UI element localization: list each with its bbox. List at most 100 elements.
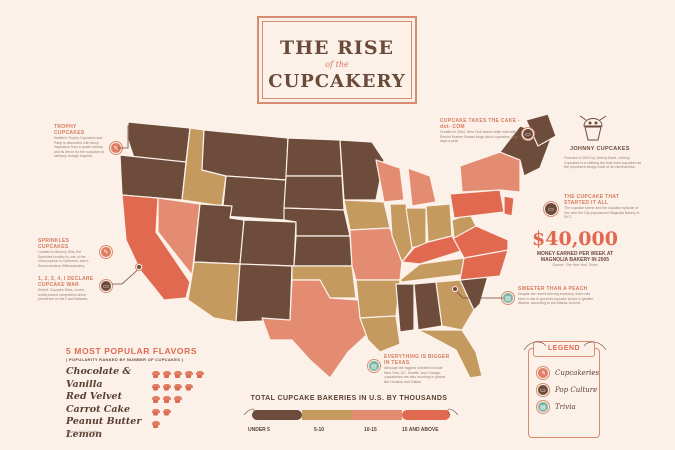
state-florida <box>417 329 483 379</box>
cupcake-icon <box>195 371 204 378</box>
cupcake-icon <box>151 383 160 391</box>
flavor-item: Red Velvet <box>66 391 122 402</box>
leader-line <box>455 289 503 299</box>
flavor-cupcake-row <box>150 379 220 392</box>
legend-item-cupcakeries: ✎ Cupcakeries <box>537 367 599 379</box>
title-box: THE RISE of the CUPCAKERY <box>257 16 417 104</box>
tv-icon[interactable]: ▭ <box>544 202 558 216</box>
leader-line <box>118 125 138 149</box>
cupcake-icon <box>173 383 182 391</box>
state-montana <box>201 129 289 181</box>
legend-items: ✎ Cupcakeries ▭ Pop Culture ▤ Trivia <box>537 367 599 418</box>
tv-icon[interactable]: ▭ <box>100 280 112 292</box>
state-michigan <box>407 167 437 207</box>
map-pin[interactable] <box>452 286 458 292</box>
legend-label: Pop Culture <box>555 386 598 394</box>
state-mississippi <box>395 283 415 333</box>
flavor-cupcake-rows <box>150 366 220 429</box>
flavor-item: Chocolate & Vanilla <box>66 366 132 390</box>
title-line2: of the <box>325 60 349 69</box>
cupcake-icon: ✎ <box>537 367 549 379</box>
state-south-dakota <box>283 175 345 211</box>
annotation-cake-com: CUPCAKE TAKES THE CAKE -dot- COM Created… <box>440 118 524 144</box>
annotation-trophy-text: Seattle's Trophy Cupcakes and Party is d… <box>54 136 105 158</box>
cupcake-icon <box>173 371 182 378</box>
annotation-sprinkles: SPRINKLES CUPCAKES Located in Beverly Hi… <box>38 238 94 268</box>
annotation-started-label: THE CUPCAKE THAT STARTED IT ALL <box>564 194 620 206</box>
stat-source: Source: The New York Times <box>552 263 598 267</box>
cupcake-icon <box>151 371 160 378</box>
book-icon: ▤ <box>537 401 549 413</box>
legend-box: LEGEND ✎ Cupcakeries ▭ Pop Culture ▤ Tri… <box>528 341 600 438</box>
annotation-johnny-label: JOHNNY CUPCAKES <box>570 146 630 152</box>
state-new-jersey <box>503 195 515 217</box>
scale-swatch-under5 <box>252 410 302 420</box>
stat-caption: MONEY EARNED PER WEEK AT MAGNOLIA BAKERY… <box>536 251 614 263</box>
annotation-cupcake-war: 1, 2, 3, 4, I DECLARE CUPCAKE WAR Kristo… <box>38 276 94 302</box>
flavor-cupcake-row <box>150 416 220 429</box>
state-new-york <box>459 151 521 193</box>
cupcake-icon <box>162 371 171 378</box>
book-icon[interactable]: ▤ <box>368 360 380 372</box>
leader-line <box>112 265 142 285</box>
annotation-sweeter: SWEETER THAN A PEACH Despite the recent … <box>518 286 598 306</box>
annotation-sprinkles-text: Located in Beverly Hills, the Sprinkles … <box>38 250 89 268</box>
annotation-cupcake-war-label: 1, 2, 3, 4, I DECLARE CUPCAKE WAR <box>38 276 94 288</box>
legend-label: Cupcakeries <box>555 369 600 377</box>
flavors-list: Chocolate & Vanilla Red Velvet Carrot Ca… <box>66 366 156 441</box>
tv-icon[interactable]: ▭ <box>522 128 534 140</box>
cupcake-icon <box>151 396 160 403</box>
state-arkansas <box>355 279 401 319</box>
flavors-heading: 5 MOST POPULAR FLAVORS <box>66 346 198 356</box>
scale-label: 15 AND ABOVE <box>402 427 439 433</box>
scale-swatch-15up <box>402 410 450 420</box>
state-maine <box>525 113 557 147</box>
johnny-cupcakes-logo <box>579 115 607 141</box>
state-colorado <box>239 219 297 267</box>
flavor-cupcake-row <box>150 391 220 404</box>
annotation-johnny-text: Founded in 2001 by Johnny Earle, Johnny … <box>564 156 642 169</box>
annotation-bigger-label: EVERYTHING IS BIGGER IN TEXAS <box>384 354 450 366</box>
map-pin[interactable] <box>136 264 142 270</box>
stat-block: $40,000 MONEY EARNED PER WEEK AT MAGNOLI… <box>530 228 620 267</box>
cupcake-icon <box>184 371 193 378</box>
annotation-johnny: JOHNNY CUPCAKES <box>570 146 640 152</box>
state-north-dakota <box>285 137 343 177</box>
title-line1: THE RISE <box>279 37 395 59</box>
tv-icon: ▭ <box>537 384 549 396</box>
scale-swatch-10to15 <box>352 410 402 420</box>
annotation-trophy: TROPHY CUPCAKES Seattle's Trophy Cupcake… <box>54 124 108 159</box>
state-oregon <box>119 154 187 201</box>
legend-title: LEGEND <box>533 341 595 357</box>
flavors-panel: 5 MOST POPULAR FLAVORS ( POPULARITY RANK… <box>66 346 226 362</box>
state-wyoming <box>221 175 287 221</box>
flavor-cupcake-row <box>150 404 220 417</box>
state-ohio <box>425 203 453 243</box>
scale-label: 5-10 <box>314 427 325 433</box>
annotation-started-text: The cupcake scene and the cupcake episod… <box>564 206 640 219</box>
annotation-sweeter-label: SWEETER THAN A PEACH <box>518 286 588 292</box>
state-new-mexico <box>235 263 293 323</box>
scale-labels: UNDER 5 5-10 10-15 15 AND ABOVE <box>244 427 458 437</box>
state-georgia <box>435 279 475 331</box>
state-arizona <box>187 261 241 323</box>
annotation-cupcake-war-text: Kristof, Cupcake Wars, a new reality bas… <box>38 288 89 301</box>
state-iowa <box>343 199 391 231</box>
flavor-item: Peanut Butter <box>66 416 142 427</box>
scale-label: UNDER 5 <box>248 427 270 433</box>
cupcake-icon[interactable]: ✎ <box>100 246 112 258</box>
state-kansas <box>293 235 353 267</box>
cupcake-icon <box>151 421 160 428</box>
flavor-item: Carrot Cake <box>66 403 131 415</box>
cupcake-icon <box>162 396 171 403</box>
title-line3: CUPCAKERY <box>268 71 406 92</box>
state-texas <box>261 279 373 379</box>
legend-item-pop-culture: ▭ Pop Culture <box>537 384 599 396</box>
flavors-source: Source: NLF Grading <box>66 430 100 434</box>
cupcake-icon <box>173 396 182 403</box>
scale-label: 10-15 <box>364 427 377 433</box>
annotation-started: THE CUPCAKE THAT STARTED IT ALL The cupc… <box>564 194 642 220</box>
flavor-item: Lemon <box>66 428 103 440</box>
scale-swatch-5to10 <box>302 410 352 420</box>
